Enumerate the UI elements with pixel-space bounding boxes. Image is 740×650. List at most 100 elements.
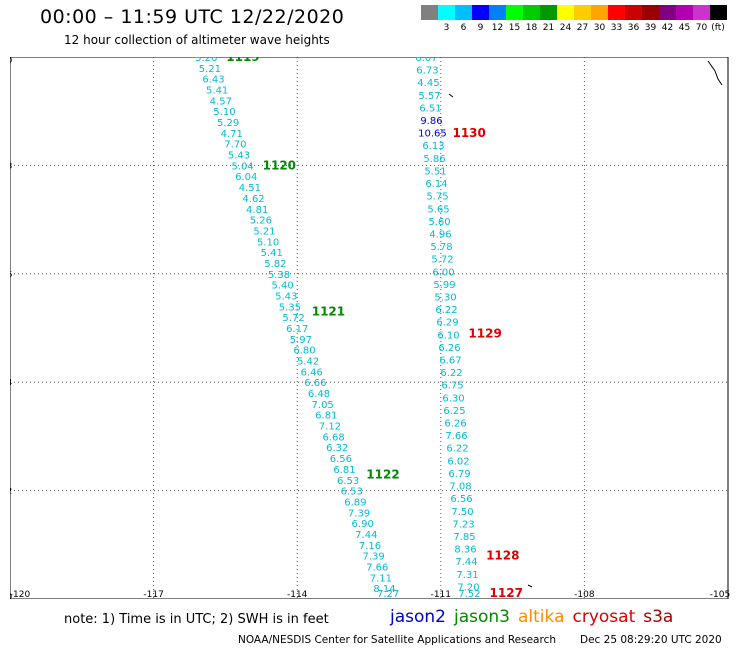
satellite-name-cryosat: cryosat [572, 607, 636, 627]
legend-label: 3 [443, 23, 450, 33]
legend-label: 9 [477, 23, 484, 33]
legend-swatch [557, 5, 574, 20]
wave-height-value: 7.44 [355, 530, 377, 541]
satellite-name-jason2: jason2 [390, 607, 446, 627]
wave-height-value: 6.89 [344, 497, 366, 508]
wave-height-value: 7.39 [362, 552, 384, 563]
legend-swatch [659, 5, 676, 20]
pass-time-label: 1129 [468, 326, 501, 340]
wave-height-value: 6.04 [235, 172, 257, 183]
wave-height-value: 5.60 [428, 217, 450, 228]
satellite-name-altika: altika [518, 607, 565, 627]
legend-label: 27 [576, 23, 589, 33]
wave-height-value: 4.81 [246, 205, 268, 216]
wave-height-value: 5.35 [279, 302, 301, 313]
wave-height-value: 6.00 [432, 267, 454, 278]
wave-height-value: 7.39 [348, 508, 370, 519]
legend-label: 18 [525, 23, 538, 33]
wave-height-value: 6.13 [422, 141, 444, 152]
wave-height-value: 5.99 [433, 280, 455, 291]
legend-label: 15 [508, 23, 521, 33]
satellite-legend: jason2 jason3 altika cryosat s3a [390, 607, 681, 627]
wave-height-value: 7.31 [456, 570, 478, 581]
wave-height-value: 7.66 [445, 431, 467, 442]
wave-height-value: 6.26 [444, 419, 466, 430]
legend-swatch [506, 5, 523, 20]
wave-height-value: 5.40 [272, 281, 294, 292]
legend-label: 36 [627, 23, 640, 33]
wave-height-value: 6.53 [341, 487, 363, 498]
wave-height-value: 6.66 [304, 378, 326, 389]
coastline-fragment [448, 60, 723, 588]
wave-height-value: 6.43 [202, 75, 224, 86]
wave-height-value: 6.30 [442, 393, 464, 404]
pass-time-label: 1121 [312, 305, 345, 319]
wave-height-value: 5.41 [261, 248, 283, 259]
pass-time-label: 1119 [226, 57, 259, 64]
legend-label: 30 [593, 23, 606, 33]
y-tick-label: 14 [10, 378, 12, 387]
chart-subtitle: 12 hour collection of altimeter wave hei… [64, 33, 330, 47]
wave-height-value: 6.75 [441, 381, 463, 392]
chart-title: 00:00 – 11:59 UTC 12/22/2020 [40, 6, 345, 28]
wave-height-value: 5.72 [282, 313, 304, 324]
wave-height-value: 5.29 [217, 118, 239, 129]
wave-height-value: 6.10 [437, 330, 459, 341]
wave-height-value: 5.10 [257, 237, 279, 248]
legend-swatch [642, 5, 659, 20]
pass-time-label: 1127 [490, 586, 523, 599]
pass-time-label: 1120 [263, 158, 296, 172]
x-tick-label: -114 [287, 590, 308, 599]
wave-height-value: 5.43 [228, 151, 250, 162]
wave-height-value: 4.96 [429, 229, 451, 240]
wave-height-value: 7.66 [366, 562, 388, 573]
wave-height-value: 5.65 [427, 204, 449, 215]
wave-height-value: 5.86 [423, 154, 445, 165]
wave-height-value: 4.45 [417, 78, 439, 89]
wave-height-value: 6.80 [293, 346, 315, 357]
wave-height-value: 4.71 [221, 129, 243, 140]
wave-height-value: 6.81 [315, 411, 337, 422]
credit-line: NOAA/NESDIS Center for Satellite Applica… [238, 634, 556, 646]
wave-height-value: 4.51 [239, 183, 261, 194]
legend-swatch [625, 5, 642, 20]
wave-height-value: 5.30 [434, 292, 456, 303]
wave-height-value: 6.53 [337, 476, 359, 487]
legend-label: 70 [695, 23, 708, 33]
pass-time-label: 1130 [452, 126, 485, 140]
satellite-name-jason3: jason3 [454, 607, 510, 627]
wave-height-value: 7.50 [451, 507, 473, 518]
wave-height-value: 7.20 [457, 582, 479, 593]
wave-height-value: 6.26 [438, 343, 460, 354]
wave-height-value: 7.16 [359, 541, 381, 552]
wave-height-value: 7.85 [453, 532, 475, 543]
wave-height-value: 6.90 [352, 519, 374, 530]
pass-time-label: 1128 [486, 549, 519, 563]
wave-height-value: 7.27 [377, 589, 399, 599]
legend-swatch [710, 5, 727, 20]
y-tick-label: 10 [10, 592, 12, 599]
wave-height-value: 5.41 [206, 86, 228, 97]
wave-height-value: 6.02 [447, 456, 469, 467]
wave-height-value: 5.43 [275, 291, 297, 302]
y-tick-label: 18 [10, 161, 12, 170]
wave-height-value: 5.21 [199, 64, 221, 75]
wave-height-value: 7.08 [449, 482, 471, 493]
wave-height-value: 6.22 [440, 368, 462, 379]
legend-label: 39 [644, 23, 657, 33]
wave-height-value: 5.51 [424, 166, 446, 177]
wave-height-value: 5.72 [431, 255, 453, 266]
wave-height-value: 7.52 [458, 589, 480, 599]
legend-swatch [455, 5, 472, 20]
legend-swatch [693, 5, 710, 20]
x-tick-label: -105 [710, 590, 730, 599]
legend-swatch [574, 5, 591, 20]
legend-unit: (ft) [711, 23, 725, 33]
satellite-name-s3a: s3a [643, 607, 674, 627]
wave-height-value: 5.75 [426, 192, 448, 203]
wave-height-value: 5.38 [268, 270, 290, 281]
pass-time-label: 1122 [366, 467, 399, 481]
x-tick-label: -117 [143, 590, 163, 599]
wave-height-value: 7.11 [370, 573, 392, 584]
legend-label: 33 [610, 23, 623, 33]
